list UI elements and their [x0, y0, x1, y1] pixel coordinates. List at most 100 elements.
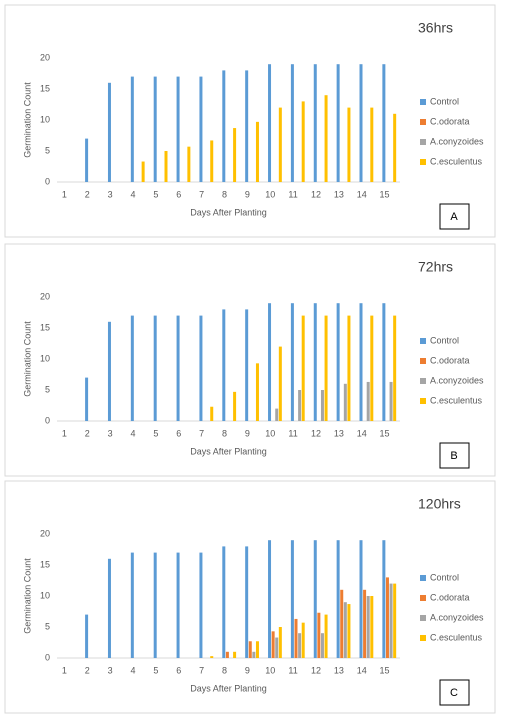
x-tick-label: 5 [153, 665, 158, 675]
bar [278, 627, 282, 658]
bar [107, 558, 111, 658]
bar [176, 552, 180, 658]
x-tick-label: 13 [334, 189, 344, 199]
x-tick-label: 1 [62, 428, 67, 438]
bar [393, 315, 397, 421]
bar [233, 651, 237, 658]
x-tick-label: 6 [176, 428, 181, 438]
x-tick-label: 13 [334, 665, 344, 675]
x-tick-label: 2 [85, 428, 90, 438]
bar [278, 107, 282, 182]
bar [245, 70, 249, 182]
bar [359, 303, 363, 421]
bar [301, 315, 305, 421]
x-tick-label: 5 [153, 189, 158, 199]
bar [382, 303, 386, 421]
x-tick-label: 3 [108, 428, 113, 438]
legend-swatch [420, 398, 426, 404]
bar [370, 596, 374, 658]
legend-label: A.conyzoides [430, 375, 484, 385]
x-tick-label: 10 [265, 428, 275, 438]
legend-label: C.odorata [430, 116, 470, 126]
legend-swatch [420, 595, 426, 601]
bar [210, 656, 214, 658]
x-tick-label: 13 [334, 428, 344, 438]
bar [222, 546, 226, 658]
x-tick-label: 11 [288, 428, 297, 438]
bar [210, 140, 214, 182]
y-tick-label: 15 [40, 559, 50, 569]
bar [340, 589, 344, 658]
chart-title: 72hrs [418, 259, 453, 275]
bar [222, 70, 226, 182]
bar [290, 64, 294, 182]
y-tick-label: 0 [45, 652, 50, 662]
bar [141, 161, 145, 182]
x-tick-label: 2 [85, 665, 90, 675]
x-tick-label: 14 [357, 665, 367, 675]
y-tick-label: 20 [40, 528, 50, 538]
bar [370, 315, 374, 421]
bar [320, 390, 324, 421]
x-axis-label: Days After Planting [190, 683, 267, 693]
bar [324, 315, 328, 421]
legend-label: A.conyzoides [430, 612, 484, 622]
x-tick-label: 4 [131, 665, 136, 675]
y-tick-label: 10 [40, 114, 50, 124]
x-tick-label: 4 [131, 428, 136, 438]
x-tick-label: 7 [199, 665, 204, 675]
bar [245, 546, 249, 658]
legend-label: Control [430, 572, 459, 582]
chart-title: 36hrs [418, 20, 453, 36]
bar [317, 612, 321, 658]
bar [130, 76, 134, 182]
bar [290, 540, 294, 658]
bar [255, 121, 259, 182]
y-tick-label: 20 [40, 291, 50, 301]
y-tick-label: 0 [45, 415, 50, 425]
bar [343, 602, 347, 658]
y-tick-label: 5 [45, 621, 50, 631]
bar [107, 321, 111, 421]
y-tick-label: 5 [45, 384, 50, 394]
bar [255, 641, 259, 658]
bar [313, 540, 317, 658]
x-tick-label: 15 [380, 428, 390, 438]
legend-swatch [420, 378, 426, 384]
bar [187, 146, 191, 182]
legend-label: C.esculentus [430, 632, 483, 642]
bar [199, 552, 203, 658]
bar [359, 64, 363, 182]
x-tick-label: 15 [380, 665, 390, 675]
bar [153, 315, 157, 421]
bar [255, 363, 259, 421]
bar [225, 651, 229, 658]
bar [222, 309, 226, 421]
legend-swatch [420, 338, 426, 344]
bar [313, 64, 317, 182]
legend-label: C.esculentus [430, 156, 483, 166]
bar [176, 315, 180, 421]
x-tick-label: 2 [85, 189, 90, 199]
bar [130, 315, 134, 421]
panel-label: A [450, 211, 458, 223]
panel [4, 243, 496, 477]
x-tick-label: 3 [108, 189, 113, 199]
bar [347, 107, 351, 182]
bar [324, 95, 328, 182]
bar [107, 82, 111, 182]
bar [153, 552, 157, 658]
bar [268, 540, 272, 658]
x-tick-label: 12 [311, 665, 321, 675]
x-tick-label: 14 [357, 189, 367, 199]
x-tick-label: 3 [108, 665, 113, 675]
bar [366, 381, 370, 421]
bar [164, 151, 168, 182]
legend-swatch [420, 615, 426, 621]
bar [233, 391, 237, 421]
bar [382, 64, 386, 182]
chart-title: 120hrs [418, 496, 461, 512]
bar [278, 346, 282, 421]
bar [298, 633, 302, 658]
bar [393, 583, 397, 658]
